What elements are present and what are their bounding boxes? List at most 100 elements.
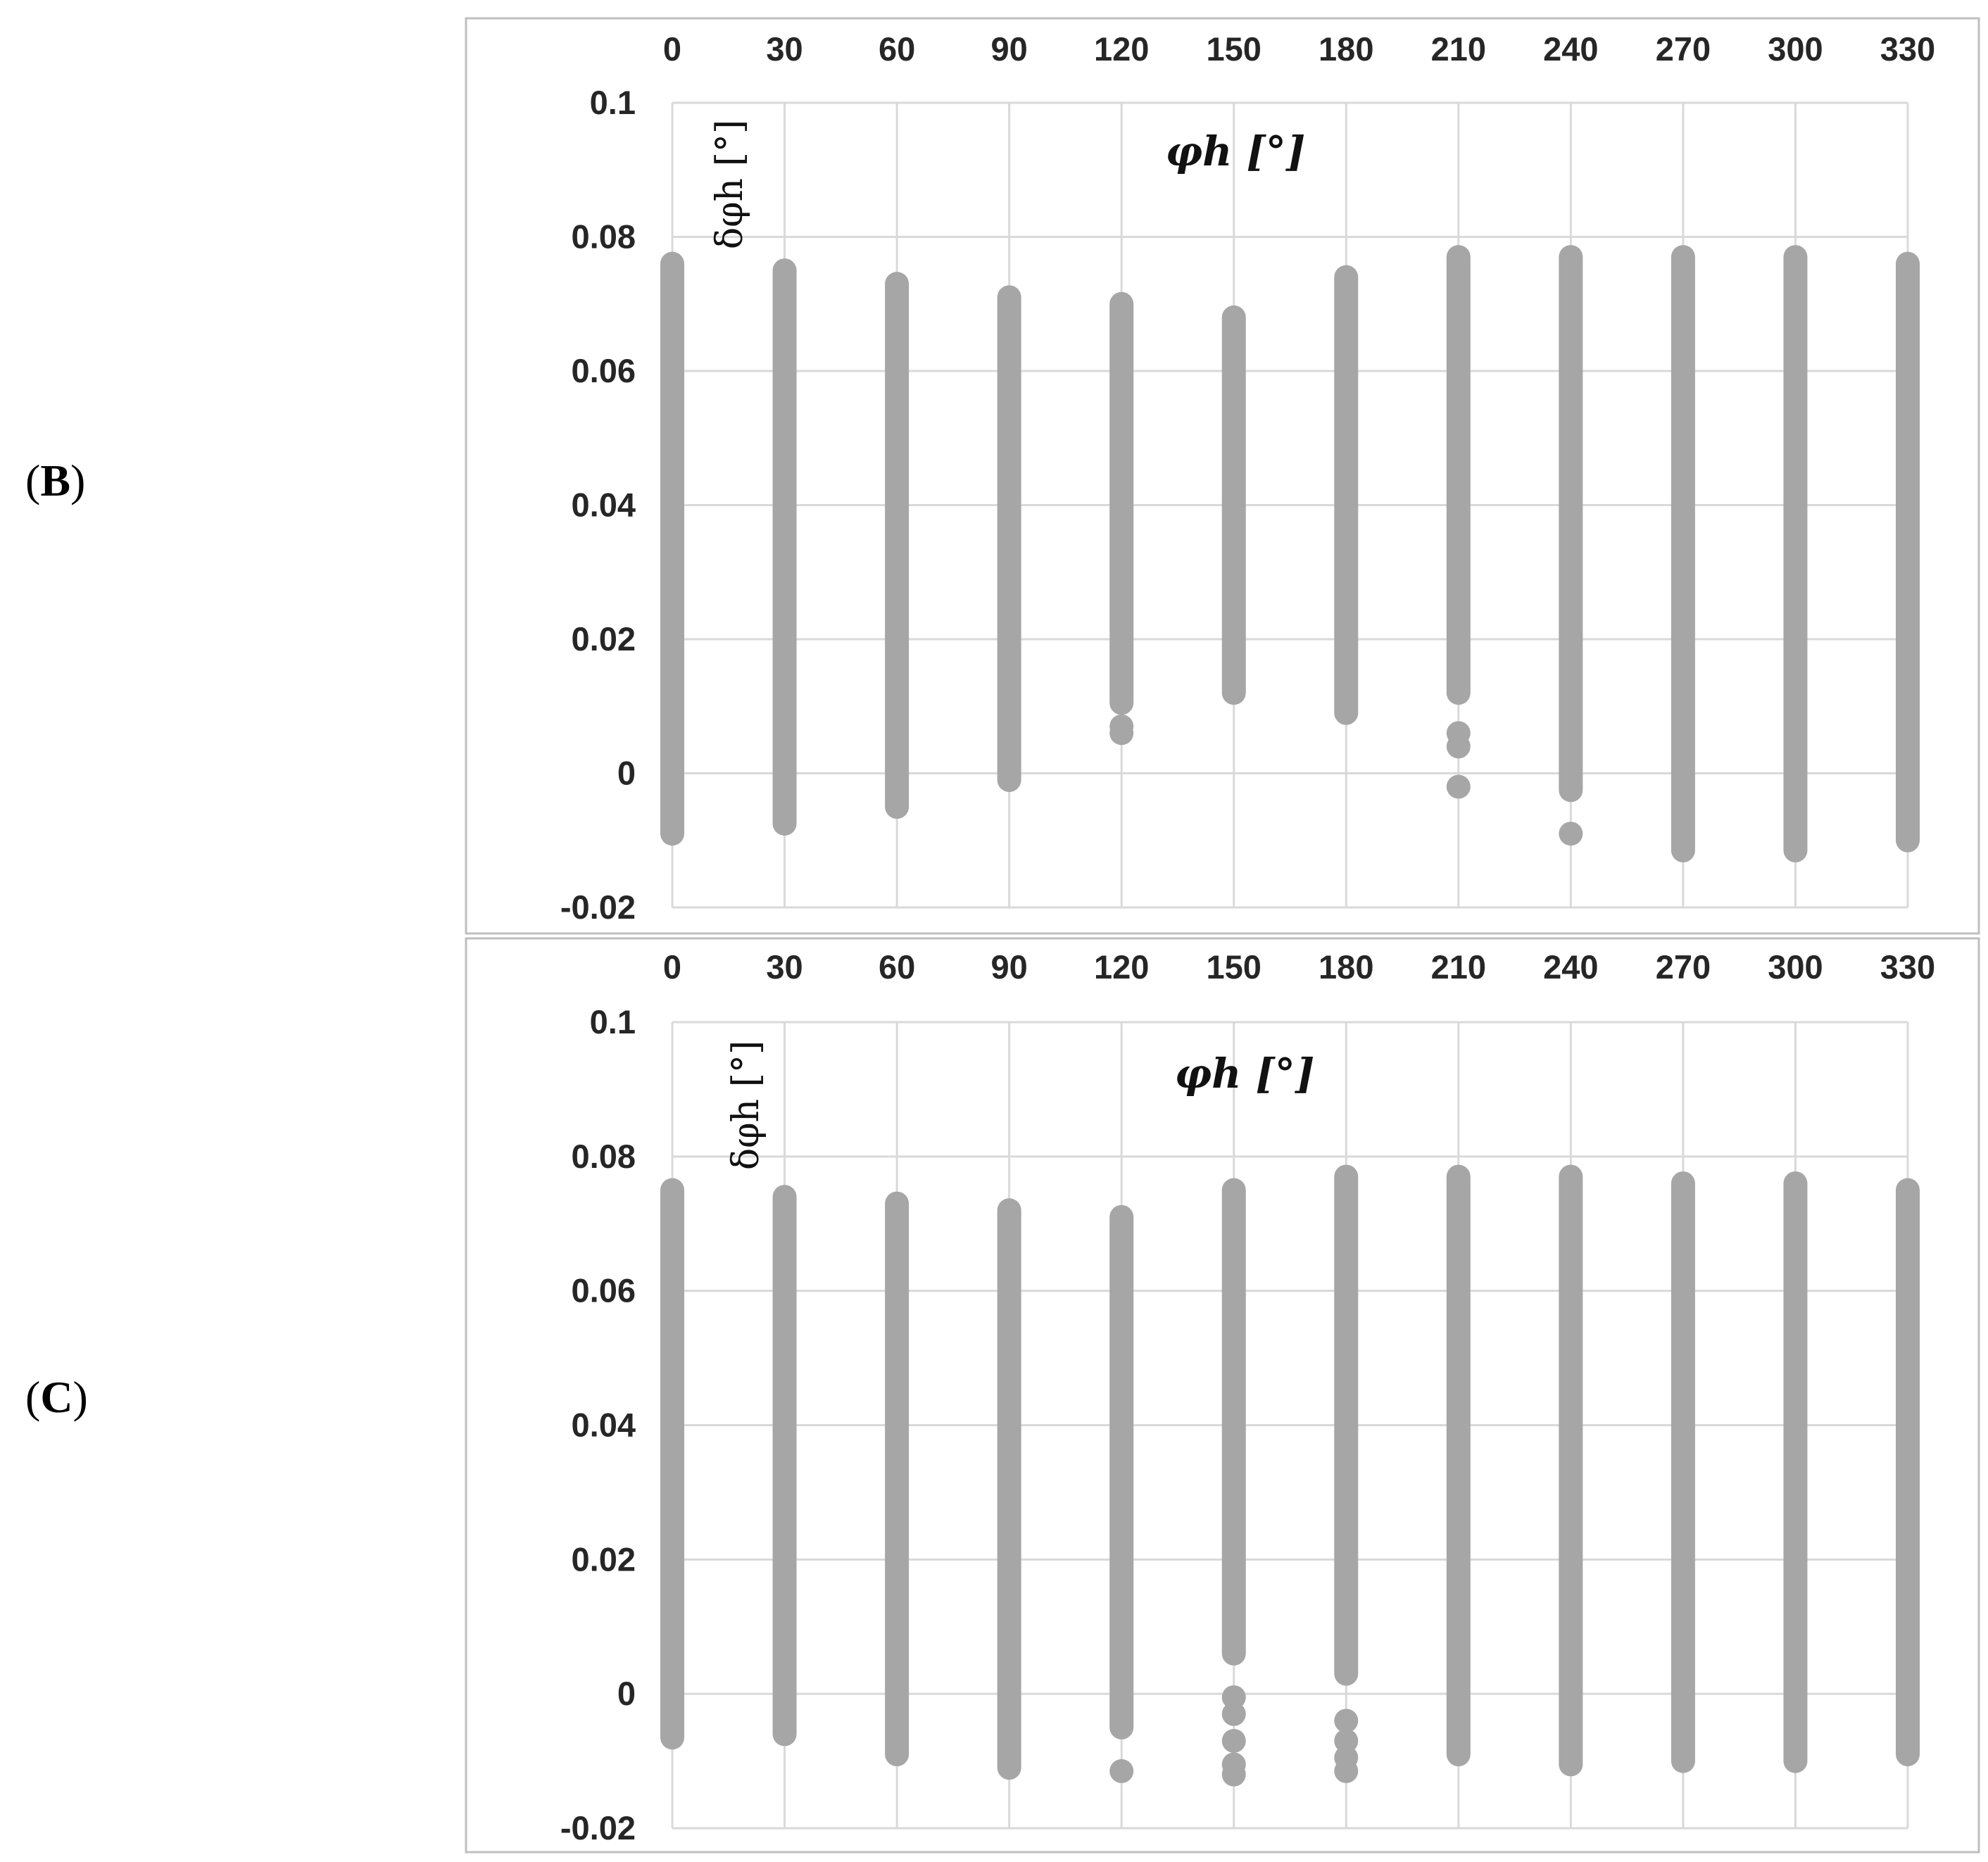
data-column-c-330 <box>1896 1178 1920 1767</box>
data-column-b-240 <box>1559 245 1583 846</box>
x-tick-label-c-0: 0 <box>663 948 681 986</box>
y-tick-label-c-2: 0.06 <box>572 1272 636 1309</box>
chart-frame-b <box>465 17 1980 935</box>
data-point-c-120-0 <box>1109 1759 1134 1783</box>
y-tick-label-b-0: 0.1 <box>590 84 636 121</box>
x-tick-label-c-9: 270 <box>1656 948 1711 986</box>
chart-frame-c <box>465 937 1980 1854</box>
data-point-cluster-b-180 <box>1334 265 1359 725</box>
data-column-c-30 <box>772 1185 797 1747</box>
data-point-c-150-1 <box>1221 1701 1246 1726</box>
data-point-cluster-c-30 <box>772 1185 797 1747</box>
data-point-b-210-2 <box>1446 774 1471 799</box>
data-point-cluster-b-150 <box>1221 305 1246 705</box>
data-column-c-60 <box>885 1191 910 1767</box>
data-point-cluster-c-120 <box>1109 1204 1134 1740</box>
y-tick-label-c-3: 0.04 <box>572 1407 636 1444</box>
data-point-cluster-c-270 <box>1671 1171 1695 1773</box>
y-tick-label-c-4: 0.02 <box>572 1540 636 1578</box>
data-point-cluster-c-330 <box>1896 1178 1920 1767</box>
data-column-c-240 <box>1559 1164 1583 1777</box>
y-tick-label-c-0: 0.1 <box>590 1003 636 1040</box>
y-axis-label-c: δφh [°] <box>725 1040 767 1170</box>
x-tick-label-b-1: 30 <box>766 30 803 68</box>
y-tick-label-c-5: 0 <box>617 1675 636 1712</box>
panel-label-c-letter: C <box>40 1372 73 1422</box>
data-point-cluster-c-60 <box>885 1191 910 1767</box>
x-tick-label-b-8: 240 <box>1543 30 1598 68</box>
panel-label-b-letter: B <box>40 455 70 505</box>
data-point-c-150-4 <box>1221 1762 1246 1787</box>
panel-label-c: (C) <box>25 1371 88 1423</box>
y-tick-label-b-1: 0.08 <box>572 218 636 256</box>
y-tick-label-b-6: -0.02 <box>560 888 636 926</box>
x-tick-label-c-7: 210 <box>1431 948 1486 986</box>
data-point-cluster-b-330 <box>1896 251 1920 853</box>
data-column-c-0 <box>660 1178 684 1750</box>
data-column-b-270 <box>1671 245 1695 863</box>
data-point-cluster-b-270 <box>1671 245 1695 863</box>
data-column-c-270 <box>1671 1171 1695 1773</box>
data-point-cluster-c-90 <box>997 1198 1021 1780</box>
data-column-c-300 <box>1783 1171 1808 1773</box>
data-column-b-180 <box>1334 265 1359 725</box>
panel-label-c-close: ) <box>73 1372 88 1422</box>
data-point-cluster-b-120 <box>1109 291 1134 715</box>
data-column-c-150 <box>1221 1178 1246 1787</box>
x-tick-label-c-2: 60 <box>879 948 915 986</box>
x-tick-label-b-11: 330 <box>1880 30 1935 68</box>
data-point-cluster-c-0 <box>660 1178 684 1750</box>
x-tick-label-b-3: 90 <box>990 30 1027 68</box>
data-point-cluster-c-240 <box>1559 1164 1583 1777</box>
chart-title-c: φh [°] <box>1175 1050 1315 1097</box>
x-tick-label-c-10: 300 <box>1768 948 1823 986</box>
data-point-cluster-b-0 <box>660 251 684 846</box>
data-column-b-0 <box>660 251 684 846</box>
data-point-cluster-b-300 <box>1783 245 1808 863</box>
x-tick-label-c-3: 90 <box>990 948 1027 986</box>
x-tick-label-c-5: 150 <box>1207 948 1262 986</box>
x-tick-label-b-9: 270 <box>1656 30 1711 68</box>
data-column-c-120 <box>1109 1204 1134 1783</box>
data-column-b-30 <box>772 258 797 836</box>
panel-label-b: (B) <box>25 455 85 507</box>
data-column-b-60 <box>885 272 910 819</box>
y-tick-label-b-2: 0.06 <box>572 352 636 389</box>
x-tick-label-b-6: 180 <box>1319 30 1373 68</box>
y-tick-label-b-4: 0.02 <box>572 620 636 658</box>
data-point-cluster-c-210 <box>1446 1164 1471 1767</box>
data-column-b-90 <box>997 285 1021 793</box>
data-point-cluster-c-150 <box>1221 1178 1246 1666</box>
data-column-b-300 <box>1783 245 1808 863</box>
panel-label-b-close: ) <box>70 455 86 505</box>
data-point-b-120-1 <box>1109 721 1134 746</box>
y-tick-label-b-3: 0.04 <box>572 486 636 524</box>
data-point-cluster-c-300 <box>1783 1171 1808 1773</box>
y-tick-label-c-1: 0.08 <box>572 1138 636 1175</box>
data-point-cluster-b-210 <box>1446 245 1471 705</box>
data-point-b-210-1 <box>1446 734 1471 759</box>
chart-title-b: φh [°] <box>1166 127 1306 175</box>
data-column-b-150 <box>1221 305 1246 705</box>
data-point-c-180-1 <box>1334 1728 1359 1753</box>
x-tick-label-c-8: 240 <box>1543 948 1598 986</box>
y-tick-label-b-5: 0 <box>617 755 636 792</box>
panel-label-b-open: ( <box>25 455 41 505</box>
data-point-c-180-0 <box>1334 1709 1359 1733</box>
panel-label-c-open: ( <box>25 1372 41 1422</box>
data-point-cluster-b-240 <box>1559 245 1583 803</box>
x-tick-label-c-11: 330 <box>1880 948 1935 986</box>
data-column-b-210 <box>1446 245 1471 799</box>
data-point-c-150-0 <box>1221 1685 1246 1709</box>
x-tick-label-b-7: 210 <box>1431 30 1486 68</box>
x-tick-label-c-1: 30 <box>766 948 803 986</box>
x-tick-label-b-10: 300 <box>1768 30 1823 68</box>
data-point-c-180-3 <box>1334 1759 1359 1783</box>
y-tick-label-c-6: -0.02 <box>560 1809 636 1847</box>
x-tick-label-b-0: 0 <box>663 30 681 68</box>
x-tick-label-c-6: 180 <box>1319 948 1373 986</box>
x-tick-label-c-4: 120 <box>1094 948 1149 986</box>
data-point-cluster-b-30 <box>772 258 797 836</box>
data-point-cluster-b-60 <box>885 272 910 819</box>
